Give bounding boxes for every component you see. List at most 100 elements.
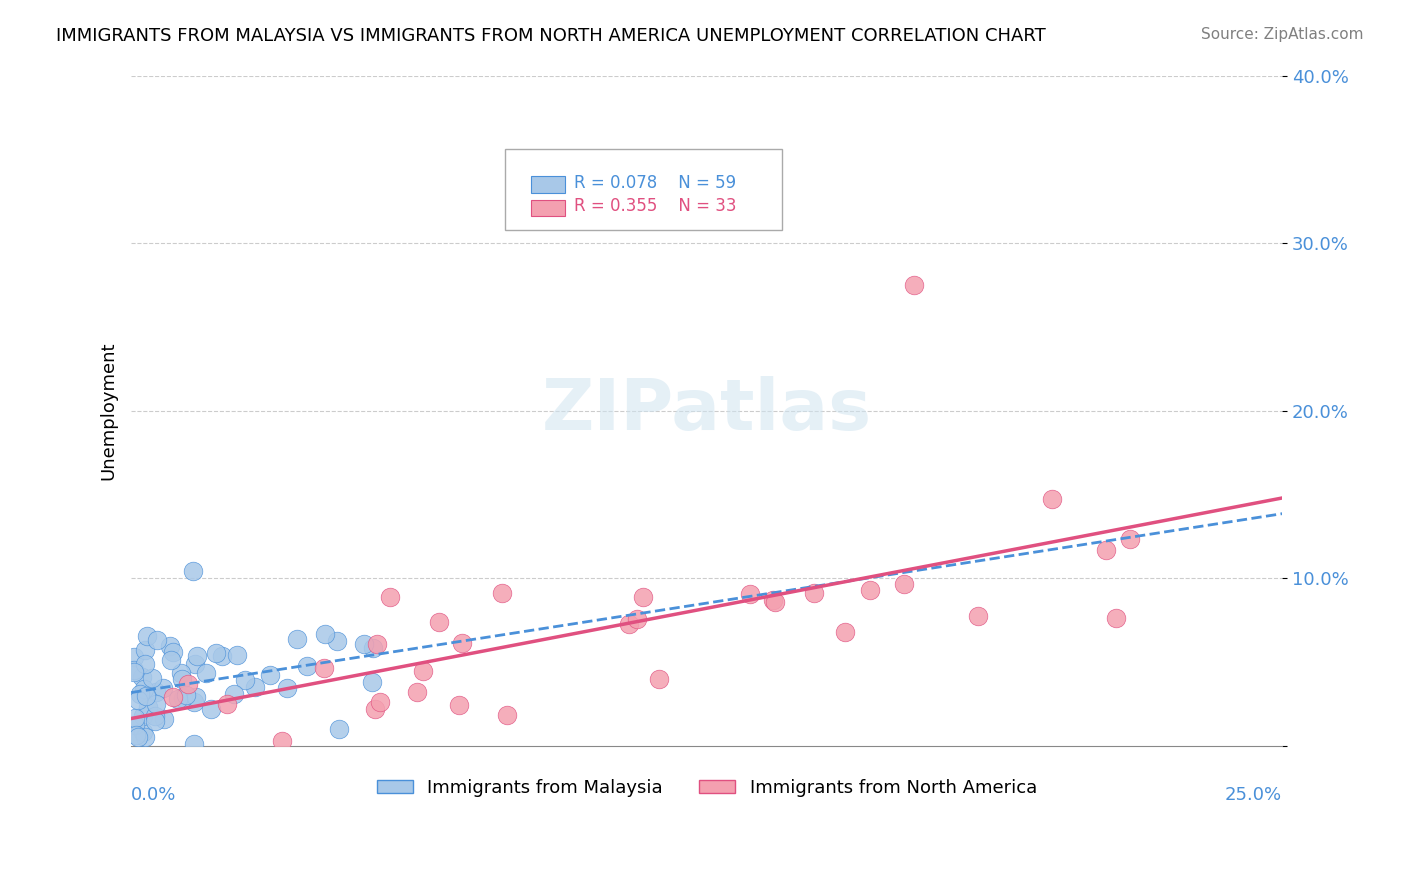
Point <box>619 616 641 631</box>
Point <box>325 633 347 648</box>
Point <box>740 587 762 601</box>
Point <box>132 709 155 723</box>
Legend: Immigrants from Malaysia, Immigrants from North America: Immigrants from Malaysia, Immigrants fro… <box>370 772 1045 804</box>
Point <box>124 665 146 679</box>
Point <box>378 591 401 605</box>
Point <box>159 639 181 653</box>
Point <box>366 637 388 651</box>
Point <box>763 595 786 609</box>
FancyBboxPatch shape <box>530 200 565 217</box>
Text: 25.0%: 25.0% <box>1225 786 1282 805</box>
Text: ZIPatlas: ZIPatlas <box>541 376 872 445</box>
Point <box>146 632 169 647</box>
Point <box>162 690 184 705</box>
Point <box>162 645 184 659</box>
Point <box>893 576 915 591</box>
Point <box>285 632 308 646</box>
Point <box>183 657 205 672</box>
Point <box>183 695 205 709</box>
Point <box>135 689 157 703</box>
Point <box>122 650 145 665</box>
Point <box>172 691 194 706</box>
Point <box>224 687 246 701</box>
Point <box>122 664 145 678</box>
Point <box>132 724 155 739</box>
Point <box>186 648 208 663</box>
Point <box>427 615 450 629</box>
Point <box>328 722 350 736</box>
Point <box>1118 532 1140 546</box>
Point <box>259 668 281 682</box>
Point <box>450 636 472 650</box>
Point <box>1095 542 1118 557</box>
Point <box>491 586 513 600</box>
Point <box>134 681 156 696</box>
Point <box>127 730 149 744</box>
Point <box>160 653 183 667</box>
FancyBboxPatch shape <box>505 149 782 230</box>
Point <box>495 707 517 722</box>
Point <box>361 641 384 656</box>
Text: IMMIGRANTS FROM MALAYSIA VS IMMIGRANTS FROM NORTH AMERICA UNEMPLOYMENT CORRELATI: IMMIGRANTS FROM MALAYSIA VS IMMIGRANTS F… <box>56 27 1046 45</box>
Point <box>803 586 825 600</box>
Point <box>903 278 925 293</box>
Point <box>134 642 156 657</box>
Point <box>368 695 391 709</box>
Point <box>143 714 166 728</box>
Point <box>177 677 200 691</box>
Point <box>152 712 174 726</box>
Point <box>449 698 471 712</box>
Point <box>167 692 190 706</box>
Text: R = 0.078    N = 59: R = 0.078 N = 59 <box>575 174 737 192</box>
Text: R = 0.355    N = 33: R = 0.355 N = 33 <box>575 197 737 215</box>
Point <box>200 702 222 716</box>
Point <box>127 693 149 707</box>
Point <box>967 609 990 624</box>
Y-axis label: Unemployment: Unemployment <box>100 342 117 480</box>
Point <box>181 564 204 578</box>
Point <box>1040 491 1063 506</box>
Point <box>195 665 218 680</box>
Point <box>183 737 205 751</box>
Point <box>243 680 266 694</box>
Point <box>170 672 193 686</box>
Point <box>136 700 159 714</box>
Text: 0.0%: 0.0% <box>131 786 177 805</box>
FancyBboxPatch shape <box>530 176 565 193</box>
Point <box>314 626 336 640</box>
Point <box>141 671 163 685</box>
Point <box>134 730 156 744</box>
Point <box>405 684 427 698</box>
Point <box>131 670 153 684</box>
Point <box>226 648 249 662</box>
Point <box>134 657 156 671</box>
Point <box>135 629 157 643</box>
Point <box>631 590 654 604</box>
Point <box>276 681 298 696</box>
Point <box>297 658 319 673</box>
Point <box>859 583 882 598</box>
Point <box>184 690 207 704</box>
Point <box>170 666 193 681</box>
Point <box>364 701 387 715</box>
Point <box>215 698 238 712</box>
Point <box>129 687 152 701</box>
Point <box>834 625 856 640</box>
Point <box>412 665 434 679</box>
Point <box>125 728 148 742</box>
Point <box>124 718 146 732</box>
Point <box>152 681 174 695</box>
Point <box>1104 611 1126 625</box>
Point <box>312 661 335 675</box>
Point <box>626 612 648 626</box>
Point <box>145 697 167 711</box>
Point <box>762 593 785 607</box>
Point <box>361 675 384 690</box>
Text: Source: ZipAtlas.com: Source: ZipAtlas.com <box>1201 27 1364 42</box>
Point <box>211 649 233 664</box>
Point <box>271 734 294 748</box>
Point <box>124 711 146 725</box>
Point <box>145 685 167 699</box>
Point <box>353 637 375 651</box>
Point <box>143 709 166 723</box>
